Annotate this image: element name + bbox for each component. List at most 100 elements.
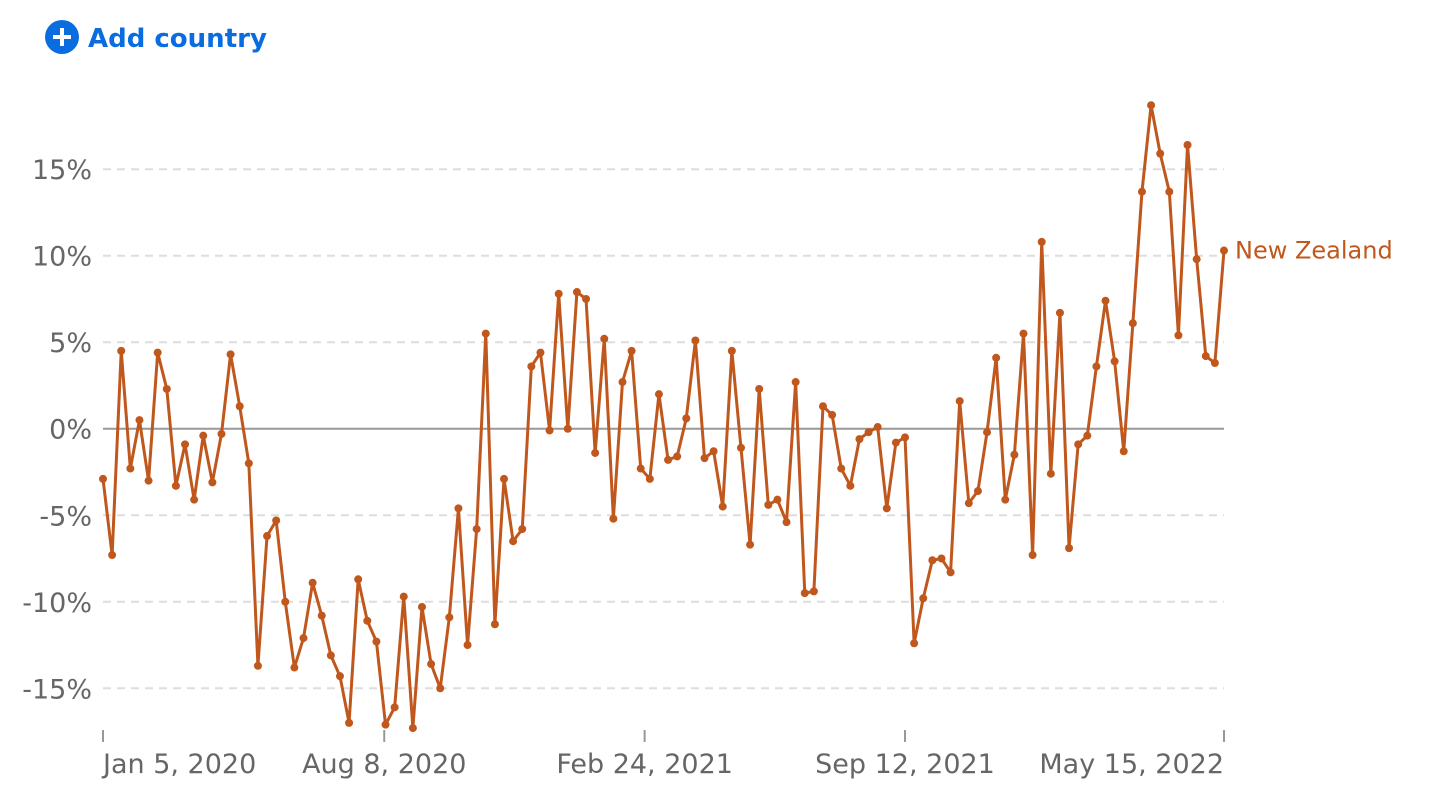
data-point — [691, 336, 700, 345]
data-point — [773, 495, 782, 504]
data-point — [664, 455, 673, 464]
data-point — [263, 532, 272, 541]
y-tick-label: -5% — [39, 501, 92, 532]
data-point — [1128, 319, 1137, 328]
data-point — [1110, 357, 1119, 366]
data-point — [618, 378, 627, 387]
data-point — [509, 537, 518, 546]
data-point — [1147, 101, 1156, 110]
data-point — [809, 587, 818, 596]
add-country-label[interactable]: Add country — [88, 24, 267, 54]
x-tick-label: Feb 24, 2021 — [556, 749, 733, 780]
data-point — [855, 435, 864, 444]
data-point — [518, 525, 527, 534]
series-line — [101, 103, 1226, 730]
data-point — [891, 438, 900, 447]
data-point — [1010, 450, 1019, 459]
data-point — [481, 329, 490, 338]
data-point — [235, 402, 244, 411]
data-point — [910, 639, 919, 648]
data-point — [782, 518, 791, 527]
data-point — [1156, 149, 1165, 158]
data-point — [1055, 308, 1064, 317]
data-point — [882, 504, 891, 513]
data-point — [1037, 237, 1046, 246]
add-country-button[interactable]: Add country — [45, 20, 267, 54]
data-point — [162, 384, 171, 393]
data-point — [363, 616, 372, 625]
data-point — [636, 464, 645, 473]
data-point — [126, 464, 135, 473]
data-point — [381, 720, 390, 729]
data-point — [591, 448, 600, 457]
x-tick-label: May 15, 2022 — [1039, 749, 1224, 780]
data-point — [764, 500, 773, 509]
data-point — [609, 514, 618, 523]
data-point — [955, 397, 964, 406]
data-point — [354, 575, 363, 584]
data-point — [454, 504, 463, 513]
data-point — [582, 294, 591, 303]
data-point — [791, 378, 800, 387]
data-point — [563, 424, 572, 433]
data-point — [1201, 352, 1210, 361]
data-point — [417, 602, 426, 611]
data-point — [490, 620, 499, 629]
y-tick-label: 5% — [49, 328, 92, 359]
data-point — [472, 525, 481, 534]
data-point — [372, 637, 381, 646]
data-point — [901, 433, 910, 442]
data-point — [873, 423, 882, 432]
data-point — [828, 410, 837, 419]
data-point — [1174, 331, 1183, 340]
data-point — [117, 346, 126, 355]
data-point — [527, 362, 536, 371]
data-point — [199, 431, 208, 440]
data-point — [345, 718, 354, 727]
data-point — [190, 495, 199, 504]
data-point — [500, 474, 509, 483]
data-point — [983, 428, 992, 437]
data-point — [181, 440, 190, 449]
data-point — [1001, 495, 1010, 504]
data-point — [992, 353, 1001, 362]
data-point — [837, 464, 846, 473]
data-point — [317, 611, 326, 620]
x-tick-label: Jan 5, 2020 — [101, 749, 256, 780]
data-point — [1101, 296, 1110, 305]
data-point — [718, 502, 727, 511]
y-tick-label: 15% — [32, 155, 92, 186]
data-point — [1046, 469, 1055, 478]
data-point — [226, 350, 235, 359]
data-point — [408, 724, 417, 733]
x-tick-label: Aug 8, 2020 — [302, 749, 466, 780]
data-point — [153, 348, 162, 357]
data-point — [390, 703, 399, 712]
data-point — [536, 348, 545, 357]
data-point — [700, 454, 709, 463]
data-point — [572, 288, 581, 297]
data-point — [973, 487, 982, 496]
data-point — [682, 414, 691, 423]
data-point — [727, 346, 736, 355]
data-point — [1183, 140, 1192, 149]
data-point — [1083, 431, 1092, 440]
data-point — [308, 578, 317, 587]
data-point — [217, 429, 226, 438]
data-point — [964, 499, 973, 508]
data-point — [290, 663, 299, 672]
data-point — [846, 481, 855, 490]
data-point — [244, 459, 253, 468]
data-point — [1165, 187, 1174, 196]
y-tick-label: 0% — [49, 415, 92, 446]
data-point — [299, 634, 308, 643]
data-point — [144, 476, 153, 485]
data-point — [946, 568, 955, 577]
plus-sign[interactable] — [53, 28, 71, 46]
data-point — [463, 641, 472, 650]
data-point — [281, 597, 290, 606]
x-tick-label: Sep 12, 2021 — [815, 749, 995, 780]
data-point — [272, 516, 281, 525]
data-point — [1220, 246, 1228, 255]
